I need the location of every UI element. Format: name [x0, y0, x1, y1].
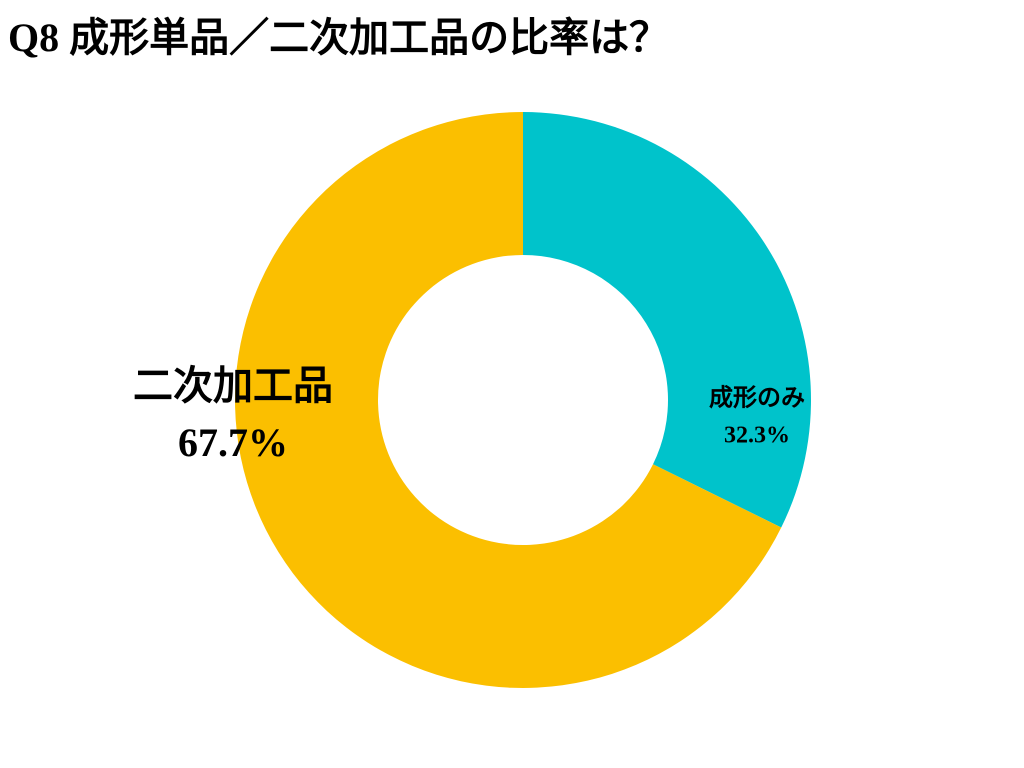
value-label: 32.3%	[724, 423, 790, 449]
value-label: 67.7%	[178, 420, 288, 465]
chart-title: Q8 成形単品／二次加工品の比率は？	[8, 15, 669, 60]
category-label: 成形のみ	[709, 385, 805, 412]
category-label: 二次加工品	[133, 363, 333, 408]
donut-segment	[234, 112, 782, 688]
donut-segment	[523, 112, 811, 528]
